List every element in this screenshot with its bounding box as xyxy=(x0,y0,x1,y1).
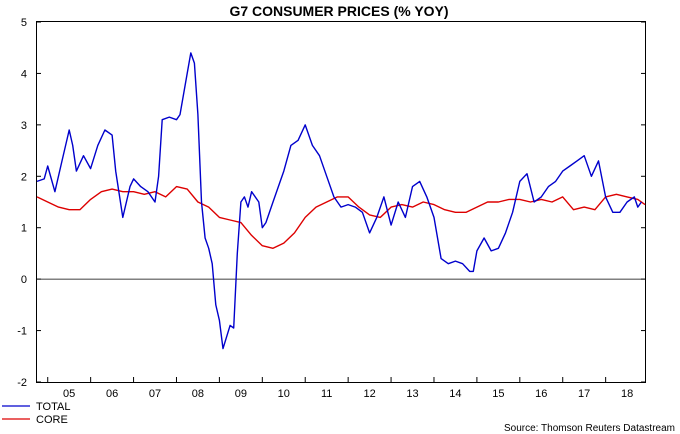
x-tick-label: 08 xyxy=(192,388,204,400)
x-tick-label: 15 xyxy=(492,388,504,400)
y-tick-label: 1 xyxy=(21,223,27,235)
chart-title: G7 CONSUMER PRICES (% YOY) xyxy=(229,3,448,19)
plot-frame xyxy=(36,21,646,383)
x-tick-label: 07 xyxy=(149,388,161,400)
x-tick-label: 14 xyxy=(449,388,461,400)
x-axis: 05 06 07 08 09 10 11 12 13 14 15 16 17 18 xyxy=(47,377,633,400)
y-tick-label: 2 xyxy=(21,171,27,183)
x-tick-label: 10 xyxy=(278,388,290,400)
x-tick-label: 18 xyxy=(621,388,633,400)
x-tick-label: 16 xyxy=(535,388,547,400)
source-note: Source: Thomson Reuters Datastream xyxy=(504,423,675,434)
legend: TOTAL CORE xyxy=(2,401,70,426)
y-tick-label: -1 xyxy=(17,326,27,338)
series-line-core xyxy=(36,185,646,250)
y-tick-label: -2 xyxy=(17,377,27,389)
series-layer xyxy=(36,52,646,350)
x-tick-label: 06 xyxy=(106,388,118,400)
x-tick-label: 17 xyxy=(578,388,590,400)
legend-label-total: TOTAL xyxy=(36,401,70,413)
legend-label-core: CORE xyxy=(36,414,68,426)
y-tick-label: 3 xyxy=(21,120,27,132)
y-tick-label: 5 xyxy=(21,17,27,29)
y-axis: -2 -1 0 1 2 3 4 5 xyxy=(17,17,645,389)
x-tick-label: 13 xyxy=(406,388,418,400)
x-tick-label: 09 xyxy=(235,388,247,400)
x-tick-label: 12 xyxy=(363,388,375,400)
y-tick-label: 4 xyxy=(21,68,27,80)
series-line-total xyxy=(36,52,642,350)
y-tick-label: 0 xyxy=(21,274,27,286)
x-tick-label: 11 xyxy=(321,388,332,400)
x-tick-label: 05 xyxy=(63,388,75,400)
